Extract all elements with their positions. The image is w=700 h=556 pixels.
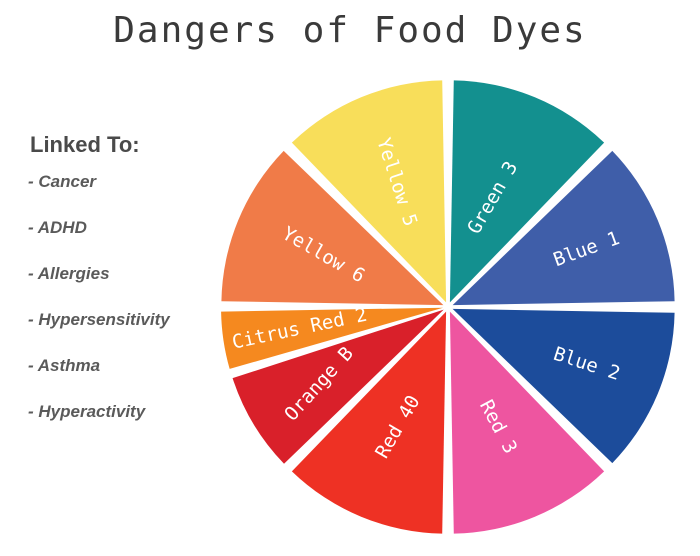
- slice-yellow-5: [291, 80, 447, 303]
- slice-green-3: [449, 80, 605, 303]
- linked-item-hyperactivity: - Hyperactivity: [28, 402, 146, 421]
- linked-item-cancer: - Cancer: [28, 172, 97, 191]
- linked-to-heading: Linked To:: [30, 132, 140, 157]
- linked-item-allergies: - Allergies: [28, 264, 110, 283]
- slice-red-40: [291, 311, 447, 534]
- slice-yellow-6: [221, 150, 444, 306]
- slice-blue-1: [452, 150, 675, 306]
- slice-red-3: [449, 311, 605, 534]
- slice-citrus-red-2: [221, 307, 444, 369]
- linked-item-adhd: - ADHD: [28, 218, 87, 237]
- slice-blue-2: [452, 308, 675, 464]
- slice-orange-b: [232, 309, 444, 464]
- linked-to-panel: Linked To: - Cancer - ADHD - Allergies -…: [28, 132, 228, 446]
- page-title: Dangers of Food Dyes: [113, 10, 587, 51]
- linked-item-asthma: - Asthma: [28, 356, 101, 375]
- linked-item-hypersensitivity: - Hypersensitivity: [28, 310, 170, 329]
- linked-to-list: - Cancer - ADHD - Allergies - Hypersensi…: [28, 170, 228, 446]
